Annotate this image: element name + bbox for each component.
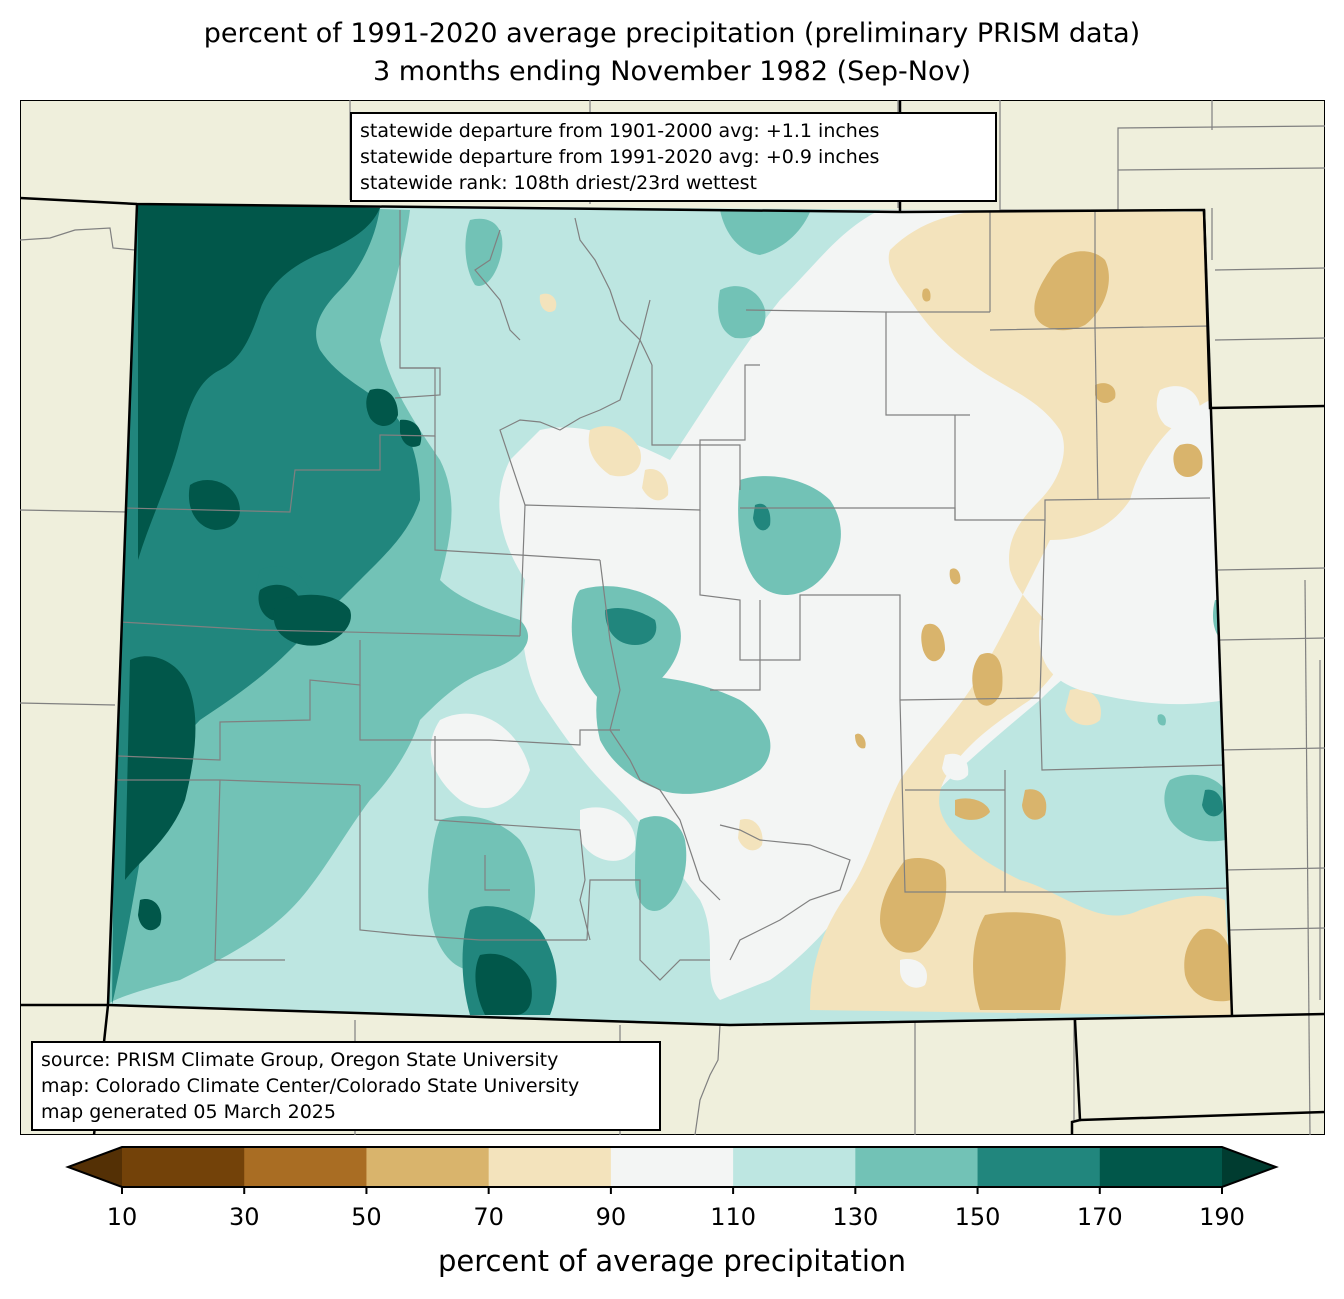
contour-50-70 (972, 653, 1003, 706)
precipitation-map (20, 100, 1325, 1135)
colorbar (65, 1146, 1279, 1194)
stats-line-1: statewide departure from 1901-2000 avg: … (360, 120, 880, 142)
colorbar-bin-10-30 (122, 1147, 245, 1187)
contour-150-170 (605, 608, 657, 645)
colorbar-bin-50-70 (366, 1147, 490, 1187)
contour-50-70 (1034, 251, 1109, 331)
contour-90-110 (580, 807, 636, 861)
colorbar-bin-130-150 (855, 1147, 979, 1187)
colorbar-under-arrow (68, 1147, 122, 1187)
contour-70-90 (642, 469, 669, 501)
contour-130-150 (596, 676, 771, 794)
contour-150-170 (753, 503, 771, 531)
colorbar-tick-label: 10 (106, 1203, 138, 1231)
contour-130-150 (571, 586, 681, 704)
contour-130-150 (1157, 714, 1166, 726)
contour-50-70 (973, 912, 1066, 1010)
contour-50-70 (949, 568, 961, 585)
contour-150-170 (1202, 789, 1223, 817)
source-line-2: map: Colorado Climate Center/Colorado St… (41, 1075, 580, 1097)
source-line-1: source: PRISM Climate Group, Oregon Stat… (41, 1049, 559, 1071)
stats-line-3: statewide rank: 108th driest/23rd wettes… (360, 172, 757, 194)
colorbar-tick-label: 150 (954, 1203, 1001, 1231)
contour-50-70 (921, 623, 945, 662)
contour-70-90 (1065, 689, 1101, 726)
contour-170-190 (125, 656, 196, 880)
county-lines (115, 210, 1232, 981)
colorbar-over-arrow (1222, 1147, 1276, 1187)
colorbar-bin-110-130 (733, 1147, 856, 1187)
colorbar-bin-90-110 (610, 1147, 734, 1187)
contour-90-110 (1039, 600, 1225, 705)
contour-90-110 (942, 753, 969, 781)
contour-90-110 (430, 713, 530, 809)
contour-170-190 (138, 204, 380, 560)
contour-50-70 (1022, 789, 1047, 820)
colorbar-tick-label: 70 (473, 1203, 504, 1231)
source-box: source: PRISM Climate Group, Oregon Stat… (31, 1041, 661, 1131)
contour-170-190 (138, 899, 162, 931)
contour-170-190 (188, 480, 240, 530)
contour-50-70 (1095, 383, 1116, 404)
contour-70-90 (539, 293, 557, 313)
contour-130-150 (718, 286, 766, 339)
map-title-line-2: 3 months ending November 1982 (Sep-Nov) (373, 56, 971, 87)
colorbar-tick-label: 110 (710, 1203, 757, 1231)
stats-line-2: statewide departure from 1991-2020 avg: … (360, 146, 880, 168)
colorbar-bin-70-90 (488, 1147, 612, 1187)
contour-50-70 (880, 858, 947, 953)
contour-70-90 (588, 426, 641, 477)
contour-50-70 (1173, 443, 1203, 477)
precipitation-contours (108, 204, 1232, 1025)
contour-170-190 (400, 419, 422, 447)
map-title-line-1: percent of 1991-2020 average precipitati… (203, 18, 1141, 49)
contour-90-110 (900, 959, 928, 988)
contour-50-70 (922, 288, 931, 302)
colorbar-bin-150-170 (977, 1147, 1101, 1187)
colorbar-tick-label: 30 (228, 1203, 260, 1231)
colorbar-label: percent of average precipitation (437, 1244, 907, 1278)
contour-170-190 (366, 388, 398, 426)
colorbar-tick-label: 190 (1199, 1203, 1245, 1231)
colorbar-tick-label: 130 (832, 1203, 879, 1231)
contour-130-150 (720, 210, 810, 255)
contour-90-110 (1156, 386, 1200, 430)
colorbar-tick-label: 170 (1076, 1203, 1123, 1231)
contour-50-70 (1184, 928, 1232, 1002)
colorbar-tick-label: 50 (351, 1203, 382, 1231)
contour-130-150 (635, 816, 687, 911)
contour-130-150 (465, 218, 503, 286)
contour-170-190 (273, 594, 351, 646)
colorbar-tick-label: 90 (595, 1203, 627, 1231)
contour-170-190 (475, 953, 532, 1015)
source-line-3: map generated 05 March 2025 (41, 1101, 336, 1123)
statewide-stats-box: statewide departure from 1901-2000 avg: … (350, 112, 997, 202)
colorbar-bin-30-50 (244, 1147, 367, 1187)
contour-50-70 (955, 798, 990, 820)
contour-50-70 (855, 733, 866, 749)
colorbar-bin-170-190 (1099, 1147, 1223, 1187)
contour-70-90 (810, 210, 1232, 1016)
